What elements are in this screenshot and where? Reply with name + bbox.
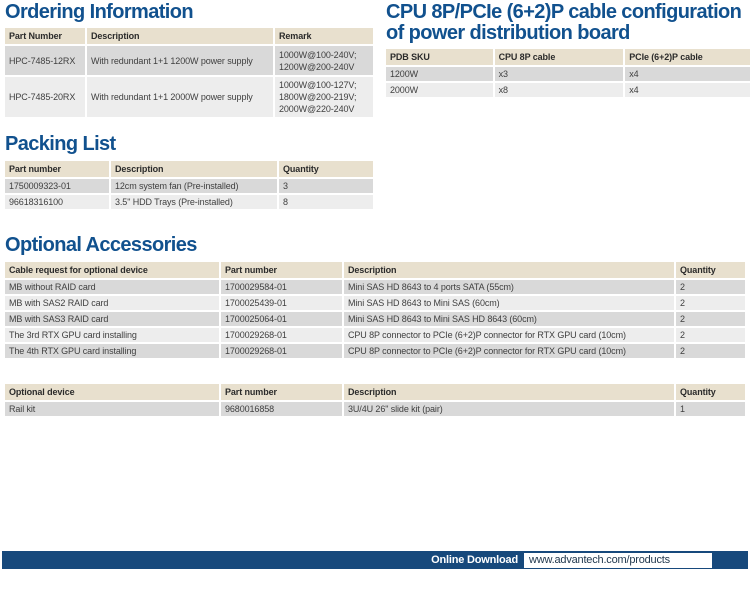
column-header-remark: Remark (273, 28, 373, 44)
cell-description: With redundant 1+1 2000W power supply (85, 75, 273, 117)
cable-configuration-section: CPU 8P/PCIe (6+2)P cable configuration o… (386, 2, 750, 97)
table-row: The 3rd RTX GPU card installing 17000292… (5, 326, 745, 342)
packing-list-table: Part number Description Quantity 1750009… (5, 161, 373, 209)
column-header-description: Description (85, 28, 273, 44)
table-row: 1750009323-01 12cm system fan (Pre-insta… (5, 177, 373, 193)
cell-description: Mini SAS HD 8643 to Mini SAS HD 8643 (60… (342, 310, 674, 326)
column-header-part-number: Part Number (5, 28, 85, 44)
online-download-bar: Online Download www.advantech.com/produc… (2, 551, 748, 569)
table-row: 1200W x3 x4 (386, 65, 750, 81)
column-header-description: Description (342, 262, 674, 278)
column-header-quantity: Quantity (277, 161, 373, 177)
cell-cable-request: The 3rd RTX GPU card installing (5, 326, 219, 342)
cell-pdb-sku: 1200W (386, 65, 493, 81)
cell-part-number: 1700025064-01 (219, 310, 342, 326)
download-url-box[interactable]: www.advantech.com/products (524, 552, 712, 568)
download-url: www.advantech.com/products (529, 554, 670, 566)
cell-remark: 1000W@100-127V; 1800W@200-219V; 2000W@22… (273, 75, 373, 117)
ordering-information-section: Ordering Information Part Number Descrip… (5, 2, 373, 117)
cell-part-number: 1700029268-01 (219, 342, 342, 358)
cell-part-number: 1750009323-01 (5, 177, 109, 193)
cell-pcie-cable: x4 (623, 81, 750, 97)
cell-quantity: 8 (277, 193, 373, 209)
cell-quantity: 2 (674, 310, 745, 326)
table-row: HPC-7485-20RX With redundant 1+1 2000W p… (5, 75, 373, 117)
column-header-description: Description (342, 384, 674, 400)
table-header-row: Optional device Part number Description … (5, 384, 745, 400)
cell-cpu-8p-cable: x8 (492, 81, 624, 97)
cell-quantity: 3 (277, 177, 373, 193)
online-download-label: Online Download (431, 554, 518, 566)
cell-part-number: 1700029584-01 (219, 278, 342, 294)
cell-description: Mini SAS HD 8643 to 4 ports SATA (55cm) (342, 278, 674, 294)
cell-part-number: HPC-7485-20RX (5, 75, 85, 117)
cell-description: CPU 8P connector to PCIe (6+2)P connecto… (342, 326, 674, 342)
table-row: MB with SAS3 RAID card 1700025064-01 Min… (5, 310, 745, 326)
cell-cable-request: MB with SAS2 RAID card (5, 294, 219, 310)
cell-pcie-cable: x4 (623, 65, 750, 81)
column-header-quantity: Quantity (674, 384, 745, 400)
cell-part-number: 1700025439-01 (219, 294, 342, 310)
cell-quantity: 1 (674, 400, 745, 416)
table-header-row: Part number Description Quantity (5, 161, 373, 177)
cell-part-number: HPC-7485-12RX (5, 44, 85, 75)
column-header-pdb-sku: PDB SKU (386, 49, 493, 65)
column-header-cpu-8p-cable: CPU 8P cable (492, 49, 624, 65)
cell-description: 3U/4U 26" slide kit (pair) (342, 400, 674, 416)
optional-cable-table: Cable request for optional device Part n… (5, 262, 745, 358)
cell-quantity: 2 (674, 294, 745, 310)
column-header-part-number: Part number (219, 262, 342, 278)
cell-optional-device: Rail kit (5, 400, 219, 416)
cell-description: CPU 8P connector to PCIe (6+2)P connecto… (342, 342, 674, 358)
cell-quantity: 2 (674, 326, 745, 342)
column-header-pcie-cable: PCIe (6+2)P cable (623, 49, 750, 65)
cell-cable-request: The 4th RTX GPU card installing (5, 342, 219, 358)
table-row: MB with SAS2 RAID card 1700025439-01 Min… (5, 294, 745, 310)
optional-accessories-section: Optional Accessories Cable request for o… (5, 235, 745, 416)
table-row: 96618316100 3.5" HDD Trays (Pre-installe… (5, 193, 373, 209)
cell-description: 3.5" HDD Trays (Pre-installed) (109, 193, 277, 209)
column-header-quantity: Quantity (674, 262, 745, 278)
table-row: MB without RAID card 1700029584-01 Mini … (5, 278, 745, 294)
cell-quantity: 2 (674, 278, 745, 294)
cell-cpu-8p-cable: x3 (492, 65, 624, 81)
cable-configuration-table: PDB SKU CPU 8P cable PCIe (6+2)P cable 1… (386, 49, 750, 97)
table-header-row: PDB SKU CPU 8P cable PCIe (6+2)P cable (386, 49, 750, 65)
cell-part-number: 96618316100 (5, 193, 109, 209)
cell-cable-request: MB without RAID card (5, 278, 219, 294)
table-row: 2000W x8 x4 (386, 81, 750, 97)
cell-cable-request: MB with SAS3 RAID card (5, 310, 219, 326)
cell-description: 12cm system fan (Pre-installed) (109, 177, 277, 193)
cell-description: With redundant 1+1 1200W power supply (85, 44, 273, 75)
column-header-description: Description (109, 161, 277, 177)
cell-remark: 1000W@100-240V; 1200W@200-240V (273, 44, 373, 75)
cell-pdb-sku: 2000W (386, 81, 493, 97)
cable-configuration-title: CPU 8P/PCIe (6+2)P cable configuration o… (386, 1, 742, 44)
ordering-information-title: Ordering Information (5, 1, 194, 23)
packing-list-title: Packing List (5, 133, 116, 155)
table-row: HPC-7485-12RX With redundant 1+1 1200W p… (5, 44, 373, 75)
table-row: The 4th RTX GPU card installing 17000292… (5, 342, 745, 358)
table-header-row: Part Number Description Remark (5, 28, 373, 44)
optional-accessories-title: Optional Accessories (5, 234, 197, 256)
table-row: Rail kit 9680016858 3U/4U 26" slide kit … (5, 400, 745, 416)
column-header-cable-request: Cable request for optional device (5, 262, 219, 278)
column-header-part-number: Part number (5, 161, 109, 177)
packing-list-section: Packing List Part number Description Qua… (5, 134, 373, 209)
column-header-part-number: Part number (219, 384, 342, 400)
cell-part-number: 1700029268-01 (219, 326, 342, 342)
cell-description: Mini SAS HD 8643 to Mini SAS (60cm) (342, 294, 674, 310)
ordering-information-table: Part Number Description Remark HPC-7485-… (5, 28, 373, 117)
cell-quantity: 2 (674, 342, 745, 358)
cell-part-number: 9680016858 (219, 400, 342, 416)
optional-device-table: Optional device Part number Description … (5, 384, 745, 416)
table-header-row: Cable request for optional device Part n… (5, 262, 745, 278)
column-header-optional-device: Optional device (5, 384, 219, 400)
